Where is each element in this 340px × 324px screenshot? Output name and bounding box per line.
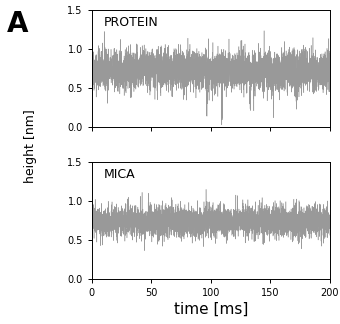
X-axis label: time [ms]: time [ms] — [174, 302, 248, 317]
Text: height [nm]: height [nm] — [24, 109, 37, 183]
Text: PROTEIN: PROTEIN — [104, 16, 158, 29]
Text: MICA: MICA — [104, 168, 135, 180]
Text: A: A — [7, 10, 28, 38]
